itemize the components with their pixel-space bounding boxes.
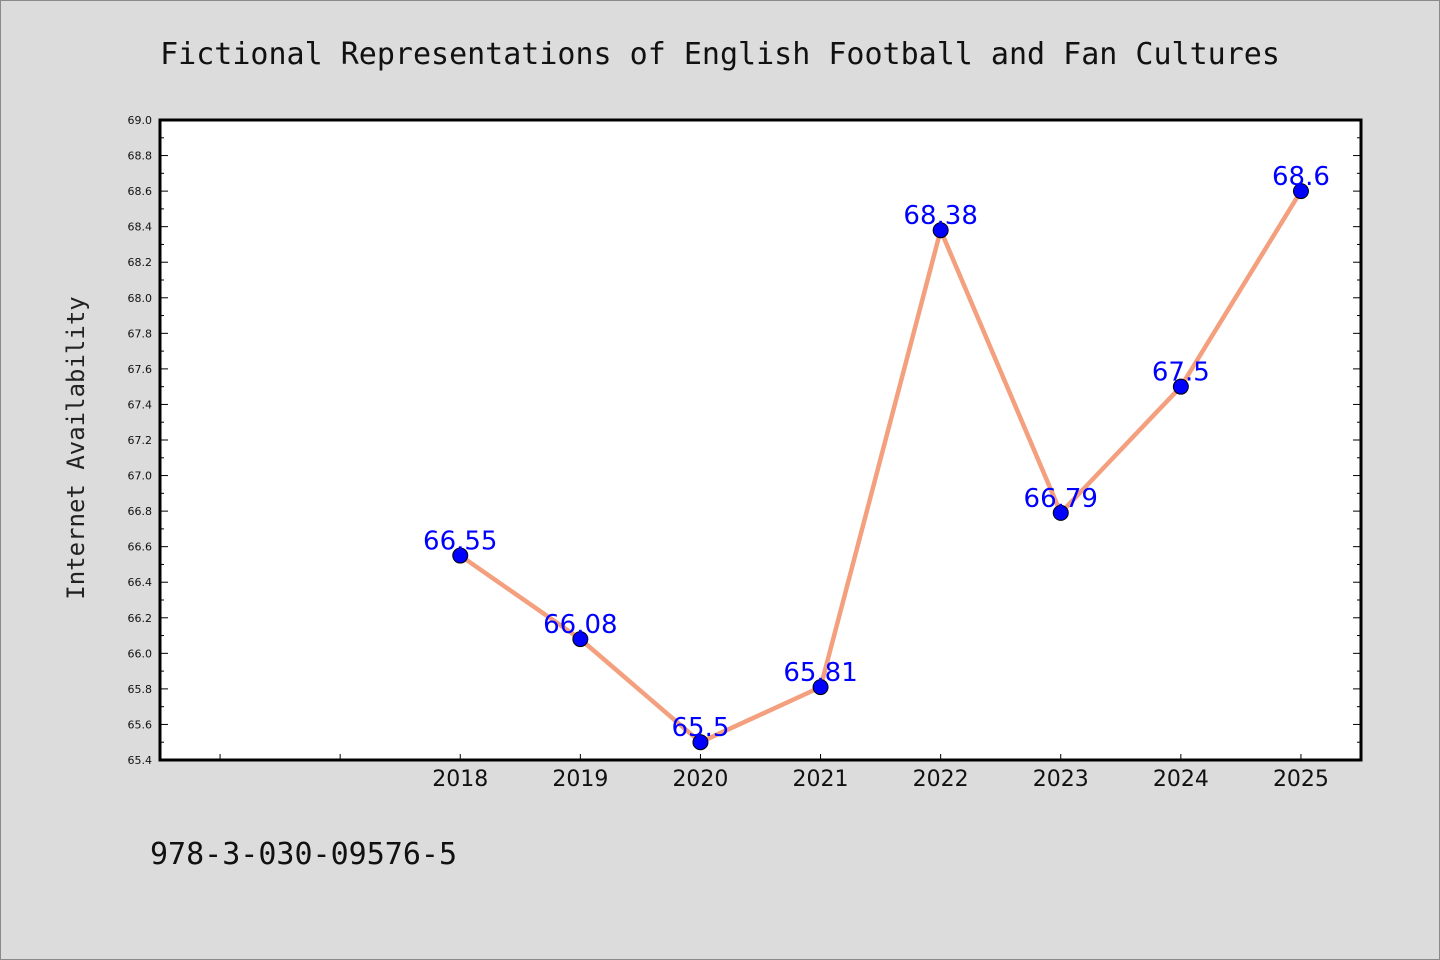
y-tick-label: 68.4 <box>128 221 153 234</box>
data-label: 66.79 <box>1024 484 1098 514</box>
data-label: 66.08 <box>543 610 617 640</box>
y-tick-label: 68.2 <box>128 256 153 269</box>
data-label: 68.6 <box>1272 162 1330 192</box>
data-label: 68.38 <box>903 201 977 231</box>
y-tick-label: 67.6 <box>128 363 153 376</box>
y-tick-label: 66.6 <box>128 541 153 554</box>
x-tick-label: 2018 <box>432 767 488 792</box>
y-tick-label: 66.4 <box>128 576 153 589</box>
data-point <box>1052 504 1069 521</box>
y-axis: 65.4 65.6 65.8 66.0 66.2 66.4 66.6 66.8 67.0 67.2… <box>128 114 1361 767</box>
chart-title: Fictional Representations of English Foo… <box>160 37 1280 72</box>
y-tick-label: 67.8 <box>128 327 153 340</box>
y-tick-label: 68.6 <box>128 185 153 198</box>
data-label: 67.5 <box>1152 358 1210 388</box>
data-point <box>1172 378 1189 395</box>
x-tick-label: 2020 <box>672 767 728 792</box>
y-axis-label: Internet Availability <box>62 296 90 599</box>
data-point <box>1292 183 1309 200</box>
data-point <box>572 631 589 648</box>
series-line-group <box>452 183 1309 751</box>
y-tick-label: 67.0 <box>128 470 153 483</box>
x-tick-label: 2022 <box>913 767 969 792</box>
data-labels: 66.55 66.08 65.5 65.81 68.38 66.79 67.5 68.6 <box>423 162 1330 743</box>
y-tick-label: 65.6 <box>128 718 153 731</box>
data-label: 65.81 <box>783 658 857 688</box>
y-tick-label: 65.8 <box>128 683 153 696</box>
y-tick-label: 68.8 <box>128 150 153 163</box>
data-point <box>932 222 949 239</box>
y-tick-label: 66.2 <box>128 612 153 625</box>
x-tick-label: 2019 <box>552 767 608 792</box>
data-label: 65.5 <box>672 713 730 743</box>
footer-isbn: 978-3-030-09576-5 <box>150 837 457 872</box>
x-tick-label: 2021 <box>793 767 849 792</box>
y-tick-label: 66.0 <box>128 647 153 660</box>
data-point <box>812 679 829 696</box>
x-tick-label: 2025 <box>1273 767 1329 792</box>
data-point <box>692 734 709 751</box>
data-label: 66.55 <box>423 527 497 557</box>
y-tick-label: 65.4 <box>128 754 153 767</box>
x-tick-label: 2024 <box>1153 767 1209 792</box>
series-line <box>458 189 1303 745</box>
y-tick-label: 67.2 <box>128 434 153 447</box>
data-point <box>452 547 469 564</box>
plot-area <box>158 118 1363 762</box>
y-tick-label: 66.8 <box>128 505 153 518</box>
x-tick-label: 2023 <box>1033 767 1089 792</box>
y-tick-label: 67.4 <box>128 398 153 411</box>
y-tick-label: 68.0 <box>128 292 153 305</box>
y-tick-label: 69.0 <box>128 114 153 127</box>
x-axis: 2018 2019 2020 2021 2022 2023 2024 2025 <box>219 754 1329 792</box>
